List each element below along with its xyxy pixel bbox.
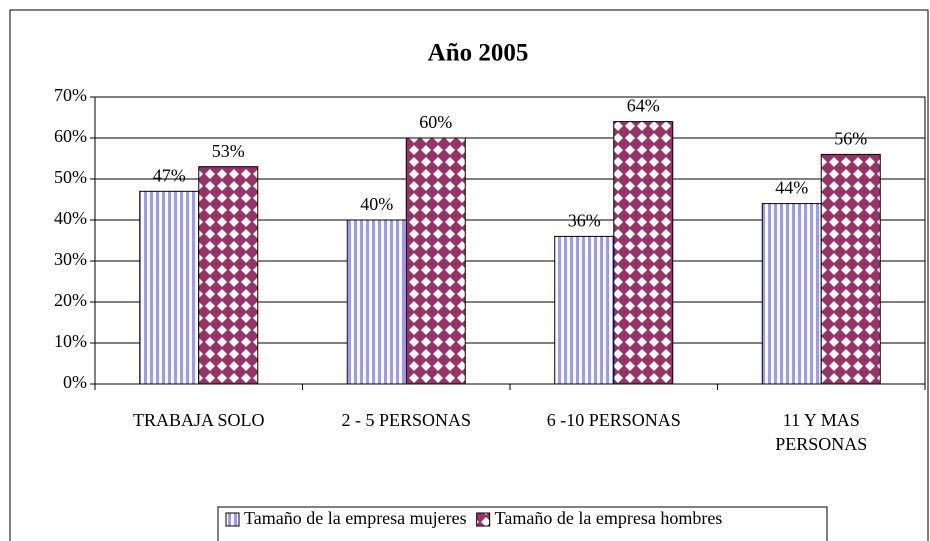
bar [761,203,822,385]
legend-label: Tamaño de la empresa mujeres [244,508,467,528]
legend-marker [476,512,491,527]
data-label: 44% [775,178,808,198]
y-tick-label: 10% [54,331,87,351]
legend-label: Tamaño de la empresa hombres [495,508,723,528]
y-tick-label: 40% [54,208,87,228]
y-tick-label: 30% [54,249,87,269]
data-label: 36% [568,211,601,231]
bar [139,190,200,385]
x-tick-label: TRABAJA SOLO [132,410,265,430]
y-tick-label: 0% [63,372,87,392]
legend-box [217,506,828,541]
data-label: 60% [419,112,452,132]
legend: Tamaño de la empresa mujeres Tamaño de la… [217,506,828,541]
data-label: 40% [360,194,393,214]
x-tick-label: 11 Y MAS PERSONAS [775,410,868,454]
data-label: 53% [212,141,245,161]
x-tick-label: 6 -10 PERSONAS [546,410,681,430]
bar [613,121,674,385]
x-tick-label: 2 - 5 PERSONAS [341,410,472,430]
bar [346,219,407,385]
bar [554,235,615,385]
data-label: 56% [834,129,867,149]
y-tick-label: 70% [54,85,87,105]
bar [820,153,881,385]
bar [405,137,466,385]
chart-title: Año 2005 [428,40,529,67]
data-label: 64% [627,96,660,116]
bar [198,166,259,385]
data-label: 47% [153,165,186,185]
y-tick-label: 50% [54,167,87,187]
y-tick-label: 60% [54,126,87,146]
legend-marker [225,512,240,527]
y-tick-label: 20% [54,290,87,310]
